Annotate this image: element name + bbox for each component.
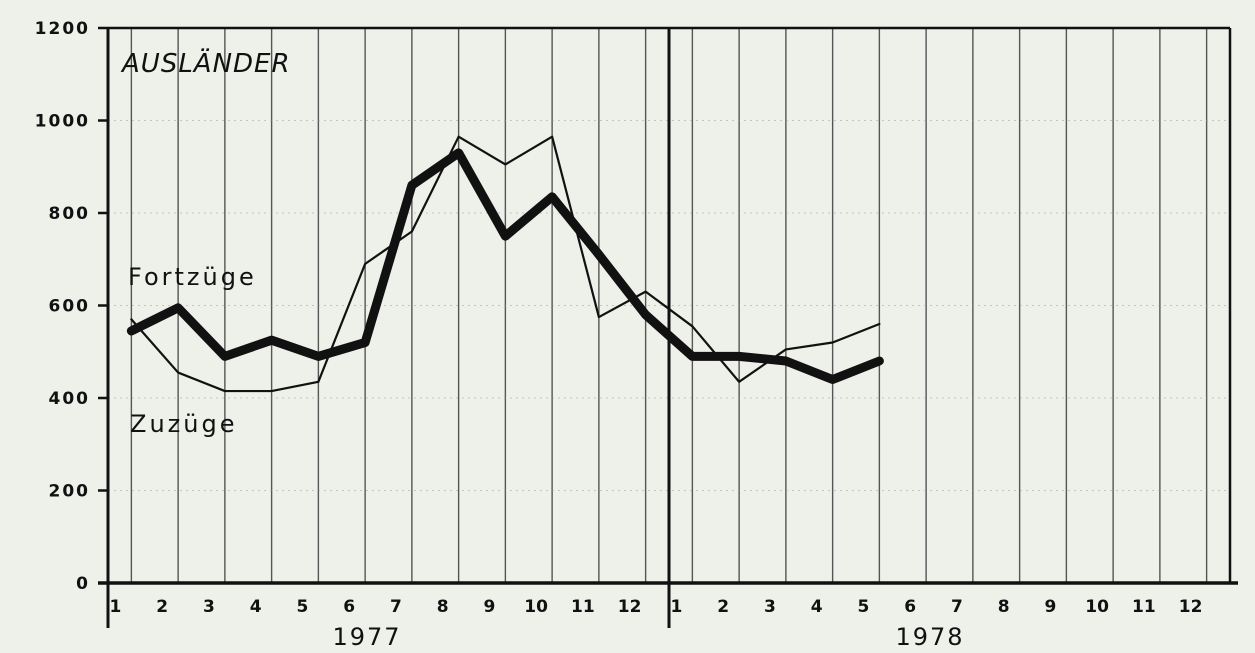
data-point-fortzuege-14: [738, 381, 740, 383]
data-point-zuzuege-16: [831, 378, 834, 381]
y-tick-label-400: 400: [49, 389, 91, 409]
x-tick-label-11: 11: [571, 597, 595, 617]
x-tick-label-6: 6: [343, 597, 355, 617]
x-tick-label-1: 1: [109, 597, 121, 617]
data-point-fortzuege-7: [411, 230, 413, 233]
x-tick-label-20: 8: [998, 597, 1010, 617]
x-tick-label-21: 9: [1044, 597, 1056, 617]
x-tick-label-3: 3: [203, 597, 215, 617]
data-point-zuzuege-8: [457, 152, 460, 154]
data-point-zuzuege-2: [177, 307, 179, 309]
x-tick-label-4: 4: [250, 597, 262, 617]
y-tick-label-200: 200: [49, 482, 91, 502]
data-point-zuzuege-7: [411, 184, 413, 187]
series-label-fortzuege: Fortzüge: [128, 263, 257, 291]
data-point-fortzuege-13: [691, 325, 694, 328]
data-point-zuzuege-6: [364, 341, 366, 344]
x-tick-label-8: 8: [437, 597, 449, 617]
x-tick-label-15: 3: [764, 597, 776, 617]
y-tick-label-1200: 1200: [35, 19, 90, 39]
data-point-zuzuege-17: [878, 360, 881, 362]
data-point-zuzuege-11: [598, 253, 600, 256]
x-tick-label-18: 6: [904, 597, 916, 617]
data-point-fortzuege-10: [551, 135, 553, 138]
data-point-fortzuege-12: [644, 290, 647, 293]
data-point-zuzuege-12: [644, 313, 647, 316]
data-point-zuzuege-5: [317, 355, 320, 358]
data-point-fortzuege-17: [878, 323, 881, 325]
data-point-fortzuege-1: [130, 318, 133, 321]
chart-title: AUSLÄNDER: [120, 47, 291, 79]
data-point-fortzuege-6: [364, 263, 366, 265]
x-tick-label-10: 10: [524, 597, 548, 617]
x-tick-label-22: 10: [1085, 597, 1109, 617]
data-point-fortzuege-3: [224, 390, 226, 392]
data-point-fortzuege-11: [598, 316, 600, 318]
x-tick-label-12: 12: [618, 597, 642, 617]
x-tick-label-17: 5: [857, 597, 869, 617]
y-tick-label-1000: 1000: [35, 112, 90, 132]
x-tick-label-23: 11: [1132, 597, 1156, 617]
x-tick-label-19: 7: [951, 597, 963, 617]
data-point-fortzuege-4: [270, 390, 273, 392]
x-tick-label-24: 12: [1179, 597, 1203, 617]
y-tick-label-0: 0: [76, 574, 90, 594]
data-point-zuzuege-14: [738, 355, 740, 358]
x-tick-label-16: 4: [811, 597, 823, 617]
data-point-zuzuege-3: [224, 355, 226, 358]
y-tick-label-600: 600: [49, 297, 91, 317]
data-point-fortzuege-16: [831, 341, 834, 344]
data-point-zuzuege-4: [270, 339, 273, 341]
data-point-fortzuege-2: [177, 371, 179, 374]
data-point-fortzuege-9: [504, 163, 507, 166]
data-point-fortzuege-15: [785, 348, 787, 351]
x-tick-label-2: 2: [156, 597, 168, 617]
series-label-zuzuege: Zuzüge: [130, 410, 237, 438]
year-label-1978: 1978: [895, 623, 964, 648]
x-tick-label-7: 7: [390, 597, 402, 617]
x-tick-label-9: 9: [483, 597, 495, 617]
data-point-zuzuege-15: [785, 360, 787, 362]
data-point-fortzuege-8: [457, 135, 460, 138]
x-tick-label-14: 2: [717, 597, 729, 617]
data-point-zuzuege-10: [551, 196, 553, 198]
x-tick-label-5: 5: [296, 597, 308, 617]
y-tick-label-800: 800: [49, 204, 91, 224]
data-point-fortzuege-5: [317, 381, 320, 383]
data-point-zuzuege-13: [691, 355, 694, 358]
data-point-zuzuege-1: [130, 330, 133, 332]
year-label-1977: 1977: [332, 623, 401, 648]
x-tick-label-13: 1: [670, 597, 682, 617]
data-point-zuzuege-9: [504, 235, 507, 237]
